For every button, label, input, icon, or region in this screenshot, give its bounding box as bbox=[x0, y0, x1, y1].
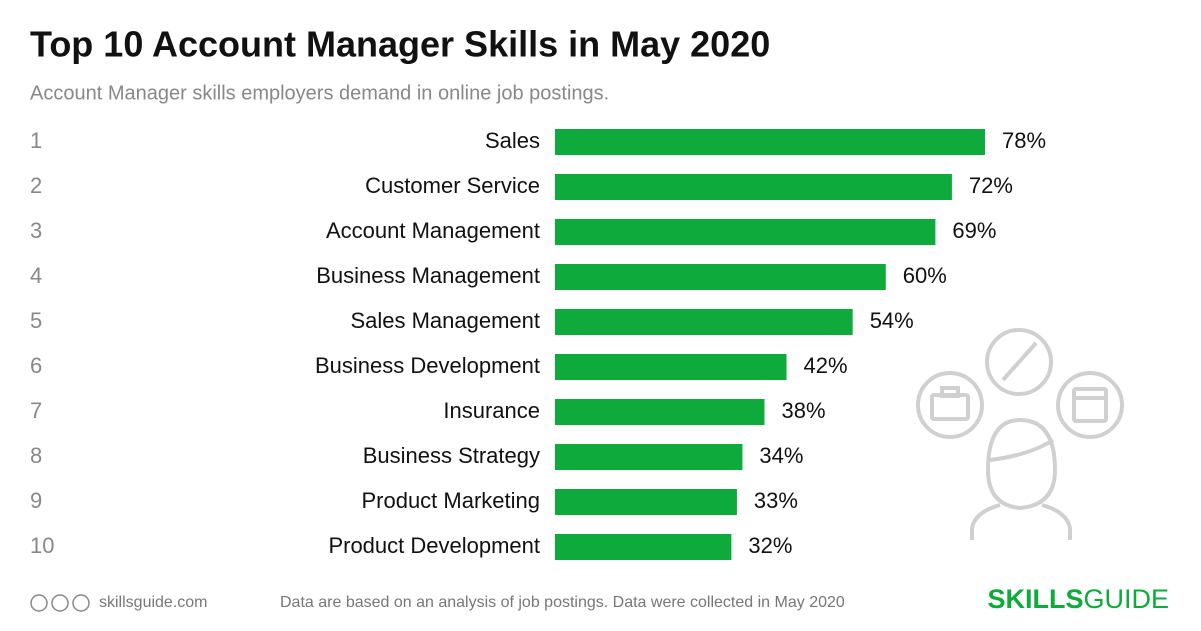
value-label: 54% bbox=[870, 308, 914, 333]
value-label: 72% bbox=[969, 173, 1013, 198]
rank: 7 bbox=[30, 398, 42, 423]
chart-subtitle: Account Manager skills employers demand … bbox=[30, 82, 609, 104]
rank: 2 bbox=[30, 173, 42, 198]
category-label: Business Development bbox=[315, 353, 540, 378]
bar bbox=[555, 129, 985, 155]
bar bbox=[555, 354, 787, 380]
rank: 9 bbox=[30, 488, 42, 513]
bar bbox=[555, 534, 732, 560]
category-label: Business Management bbox=[316, 263, 540, 288]
category-label: Customer Service bbox=[365, 173, 540, 198]
rank: 6 bbox=[30, 353, 42, 378]
rank: 4 bbox=[30, 263, 42, 288]
rank: 1 bbox=[30, 128, 42, 153]
illustration bbox=[916, 328, 1124, 540]
category-label: Sales Management bbox=[350, 308, 540, 333]
category-label: Insurance bbox=[443, 398, 540, 423]
value-label: 78% bbox=[1002, 128, 1046, 153]
category-label: Product Development bbox=[328, 533, 540, 558]
category-label: Sales bbox=[485, 128, 540, 153]
chart-title: Top 10 Account Manager Skills in May 202… bbox=[30, 24, 770, 65]
brand-light: GUIDE bbox=[1083, 584, 1169, 614]
value-label: 42% bbox=[804, 353, 848, 378]
bar bbox=[555, 309, 853, 335]
value-label: 38% bbox=[781, 398, 825, 423]
category-label: Account Management bbox=[326, 218, 540, 243]
bar bbox=[555, 174, 952, 200]
rank: 10 bbox=[30, 533, 54, 558]
value-label: 60% bbox=[903, 263, 947, 288]
rank: 8 bbox=[30, 443, 42, 468]
license-icons bbox=[30, 594, 90, 612]
bar bbox=[555, 399, 765, 425]
value-label: 33% bbox=[754, 488, 798, 513]
rank: 5 bbox=[30, 308, 42, 333]
category-label: Product Marketing bbox=[361, 488, 540, 513]
bar bbox=[555, 219, 936, 245]
footer-note: Data are based on an analysis of job pos… bbox=[280, 594, 845, 611]
rank: 3 bbox=[30, 218, 42, 243]
bar bbox=[555, 264, 886, 290]
bar bbox=[555, 489, 737, 515]
bar bbox=[555, 444, 743, 470]
value-label: 34% bbox=[759, 443, 803, 468]
value-label: 32% bbox=[748, 533, 792, 558]
brand: SKILLSGUIDE bbox=[987, 584, 1169, 614]
footer-site: skillsguide.com bbox=[99, 594, 207, 611]
value-label: 69% bbox=[952, 218, 996, 243]
brand-bold: SKILLS bbox=[987, 584, 1083, 614]
category-label: Business Strategy bbox=[363, 443, 540, 468]
